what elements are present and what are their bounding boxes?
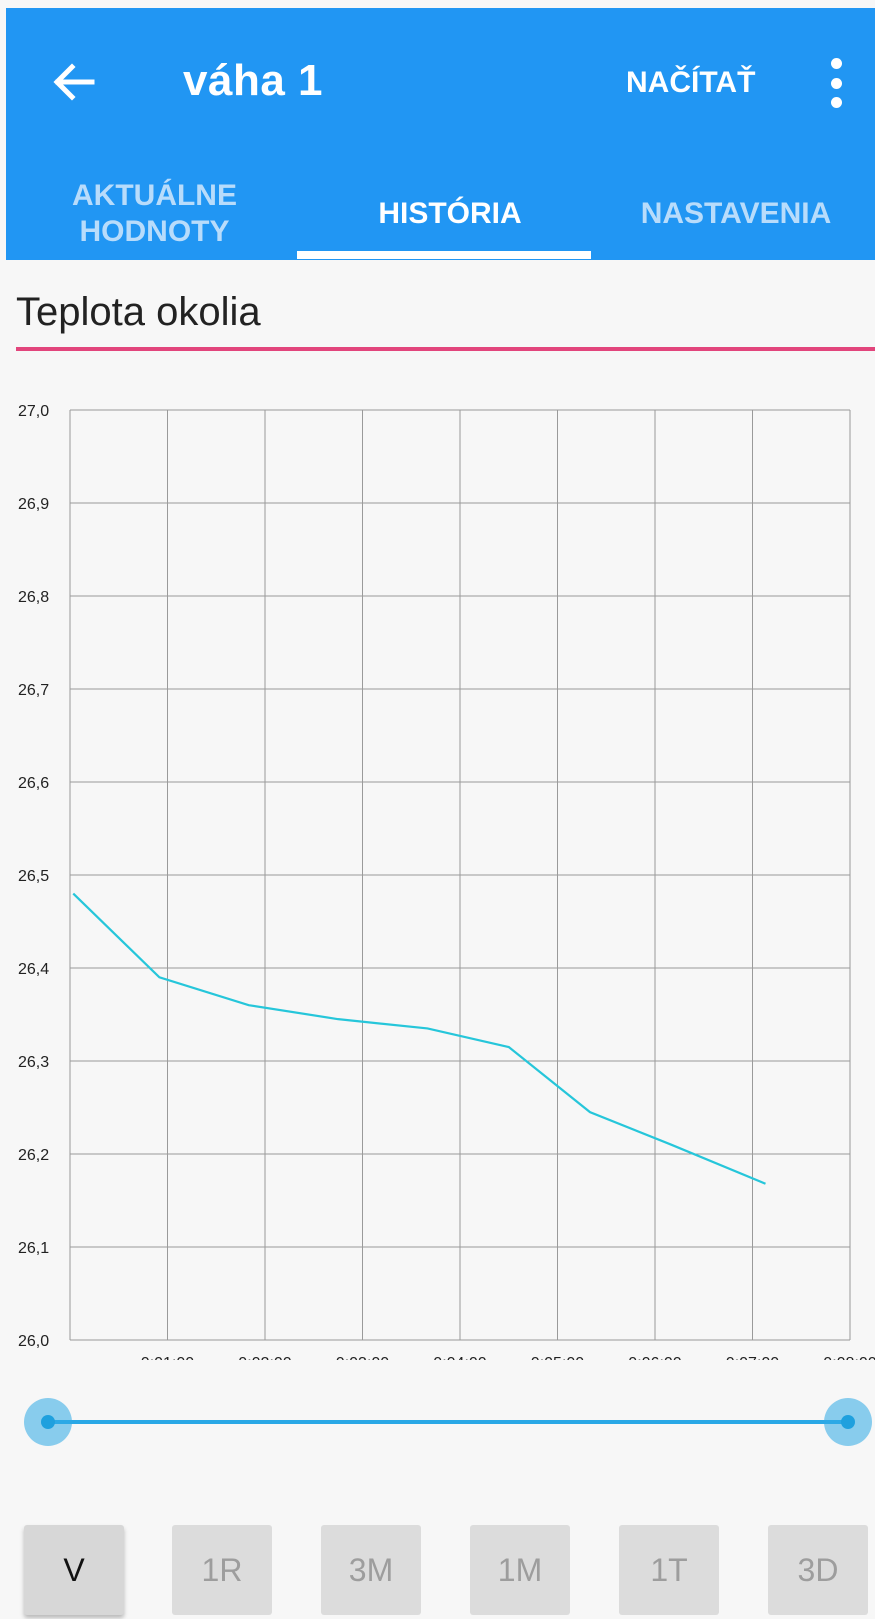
temperature-chart[interactable]: 26,0 26,1 26,2 26,3 26,4 26,5 26,6 26,7 26,8 26,9… <box>0 380 875 1360</box>
y-tick-label: 26,8 <box>18 589 49 606</box>
x-axis-ticks: 0:01:00 0:02:00 0:03:00 0:04:00 0:05:00 0:06:… <box>141 1355 875 1360</box>
x-tick-label: 0:01:00 <box>141 1355 194 1360</box>
x-tick-label: 0:06:00 <box>628 1355 681 1360</box>
tab-label: NASTAVENIA <box>640 197 832 230</box>
tab-current-values[interactable]: AKTUÁLNE HODNOTY <box>6 168 303 260</box>
tab-label: HODNOTY <box>79 215 230 248</box>
range-button-1t[interactable]: 1T <box>619 1525 719 1615</box>
arrow-left-icon <box>53 63 95 101</box>
slider-track <box>48 1420 848 1424</box>
more-options-button[interactable] <box>818 58 854 108</box>
time-range-slider[interactable] <box>24 1396 872 1448</box>
x-tick-label: 0:07:00 <box>726 1355 779 1360</box>
y-tick-label: 26,1 <box>18 1240 49 1257</box>
y-tick-label: 26,9 <box>18 496 49 513</box>
tab-label: AKTUÁLNE <box>72 179 237 212</box>
x-tick-label: 0:05:00 <box>531 1355 584 1360</box>
y-tick-label: 26,6 <box>18 775 49 792</box>
y-tick-label: 26,2 <box>18 1147 49 1164</box>
section-title: Teplota okolia <box>16 290 261 334</box>
range-button-1r[interactable]: 1R <box>172 1525 272 1615</box>
back-button[interactable] <box>46 54 102 110</box>
y-tick-label: 26,0 <box>18 1333 49 1350</box>
y-tick-label: 27,0 <box>18 403 49 420</box>
y-tick-label: 26,3 <box>18 1054 49 1071</box>
range-button-3m[interactable]: 3M <box>321 1525 421 1615</box>
app-bar: váha 1 NAČÍTAŤ AKTUÁLNE HODNOTY HISTÓRIA… <box>6 8 875 260</box>
range-button-v[interactable]: V <box>24 1525 124 1615</box>
page-title: váha 1 <box>183 56 323 105</box>
tab-settings[interactable]: NASTAVENIA <box>597 168 875 260</box>
y-axis-ticks: 26,0 26,1 26,2 26,3 26,4 26,5 26,6 26,7 26,8 26,9… <box>18 403 49 1350</box>
slider-thumb-start[interactable] <box>24 1398 72 1446</box>
range-button-3d[interactable]: 3D <box>768 1525 868 1615</box>
series-line <box>72 892 766 1185</box>
y-tick-label: 26,5 <box>18 868 49 885</box>
y-tick-label: 26,4 <box>18 961 49 978</box>
load-button[interactable]: NAČÍTAŤ <box>626 66 756 99</box>
y-tick-label: 26,7 <box>18 682 49 699</box>
range-button-1m[interactable]: 1M <box>470 1525 570 1615</box>
chart-grid <box>69 409 851 1341</box>
slider-thumb-end[interactable] <box>824 1398 872 1446</box>
tab-indicator <box>297 251 591 259</box>
more-vert-icon <box>830 58 842 69</box>
tab-label: HISTÓRIA <box>378 197 522 230</box>
x-tick-label: 0:03:00 <box>336 1355 389 1360</box>
section-divider <box>16 347 875 351</box>
tab-history[interactable]: HISTÓRIA <box>303 168 597 260</box>
x-tick-label: 0:02:00 <box>238 1355 291 1360</box>
x-tick-label: 0:08:00 <box>823 1355 875 1360</box>
x-tick-label: 0:04:00 <box>433 1355 486 1360</box>
